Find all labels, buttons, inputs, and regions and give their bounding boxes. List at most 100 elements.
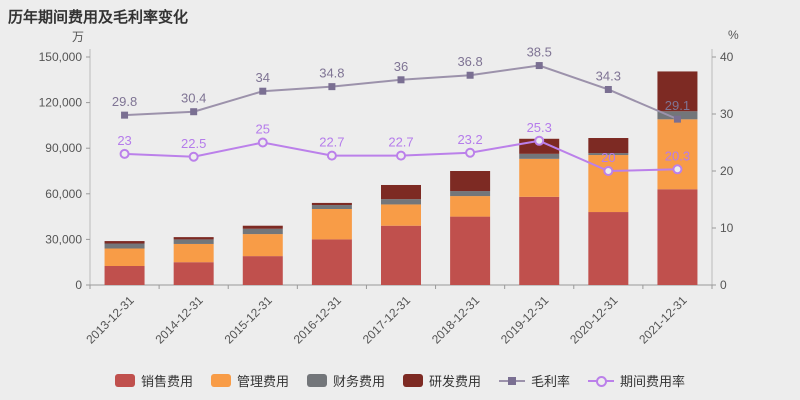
bar-segment-研发费用[interactable] — [657, 71, 698, 112]
data-label-毛利率: 29.1 — [665, 98, 690, 113]
bar-segment-研发费用[interactable] — [450, 171, 491, 192]
bar-segment-研发费用[interactable] — [381, 184, 421, 200]
chart-title: 历年期间费用及毛利率变化 — [8, 9, 189, 26]
bar-segment-财务费用[interactable] — [173, 239, 214, 244]
bar-segment-销售费用[interactable] — [519, 196, 560, 285]
legend-item-4[interactable]: 毛利率 — [499, 371, 570, 390]
bar-segment-销售费用[interactable] — [173, 262, 214, 285]
bar-segment-销售费用[interactable] — [381, 225, 421, 285]
legend-label: 销售费用 — [140, 374, 193, 389]
line-point-毛利率[interactable] — [328, 83, 336, 91]
bar-segment-销售费用[interactable] — [242, 256, 283, 285]
line-point-期间费用率[interactable] — [326, 150, 337, 161]
right-axis-tick-label: 40 — [720, 50, 734, 64]
right-axis-unit-label: % — [728, 28, 739, 42]
x-axis-category-label: 2017-12-31 — [360, 293, 414, 347]
line-point-期间费用率[interactable] — [188, 151, 199, 162]
bar-segment-管理费用[interactable] — [450, 196, 491, 217]
x-axis-category-label: 2021-12-31 — [636, 293, 690, 347]
legend-swatch-2 — [306, 374, 327, 387]
legend-swatch-3 — [403, 374, 423, 387]
right-axis-tick-label: 10 — [720, 221, 734, 235]
line-point-期间费用率[interactable] — [396, 150, 406, 161]
x-axis-category-label: 2019-12-31 — [498, 293, 552, 347]
line-point-期间费用率[interactable] — [257, 137, 268, 148]
x-axis-category-label: 2018-12-31 — [429, 293, 483, 347]
legend-label: 研发费用 — [429, 374, 482, 389]
right-axis-tick-label: 30 — [720, 107, 734, 121]
data-label-期间费用率: 20 — [601, 150, 615, 165]
data-label-毛利率: 34.3 — [596, 68, 621, 83]
data-label-毛利率: 36.8 — [457, 54, 482, 69]
line-point-毛利率[interactable] — [535, 62, 543, 70]
bar-segment-研发费用[interactable] — [311, 202, 352, 206]
legend-item-0[interactable]: 销售费用 — [114, 371, 193, 390]
line-point-毛利率[interactable] — [121, 111, 129, 119]
data-label-毛利率: 38.5 — [527, 45, 552, 60]
left-axis-tick-label: 150,000 — [39, 50, 83, 64]
line-point-期间费用率[interactable] — [119, 148, 130, 159]
line-point-毛利率[interactable] — [397, 76, 405, 84]
data-label-期间费用率: 25 — [256, 122, 270, 137]
bar-segment-管理费用[interactable] — [381, 204, 421, 226]
legend-item-5[interactable]: 期间费用率 — [588, 371, 685, 390]
bar-segment-销售费用[interactable] — [104, 266, 145, 285]
bar-segment-管理费用[interactable] — [242, 234, 283, 257]
line-point-毛利率[interactable] — [466, 71, 474, 79]
legend-swatch-4 — [499, 374, 526, 387]
left-axis-tick-label: 30,000 — [45, 232, 82, 246]
line-point-期间费用率[interactable] — [465, 147, 476, 158]
bar-segment-销售费用[interactable] — [657, 189, 698, 285]
bar-segment-财务费用[interactable] — [519, 153, 560, 159]
x-axis-category-label: 2013-12-31 — [83, 293, 137, 347]
legend-item-2[interactable]: 财务费用 — [306, 371, 385, 390]
bar-segment-研发费用[interactable] — [242, 225, 283, 229]
bar-segment-销售费用[interactable] — [311, 239, 352, 285]
bar-segment-财务费用[interactable] — [104, 243, 145, 249]
left-axis-tick-label: 120,000 — [39, 96, 83, 110]
bar-segment-管理费用[interactable] — [519, 158, 560, 197]
data-label-期间费用率: 23.2 — [457, 132, 482, 147]
bar-segment-研发费用[interactable] — [104, 241, 145, 244]
legend-label: 期间费用率 — [620, 374, 686, 389]
data-label-期间费用率: 22.7 — [388, 135, 413, 150]
line-point-毛利率[interactable] — [673, 115, 681, 123]
line-point-期间费用率[interactable] — [534, 135, 545, 146]
data-label-期间费用率: 25.3 — [527, 120, 552, 135]
bar-segment-财务费用[interactable] — [657, 111, 698, 120]
legend-label: 财务费用 — [332, 374, 385, 389]
line-point-毛利率[interactable] — [259, 87, 267, 95]
line-point-期间费用率[interactable] — [672, 164, 683, 175]
bar-segment-财务费用[interactable] — [311, 205, 352, 209]
bar-segment-管理费用[interactable] — [173, 243, 214, 263]
bar-segment-管理费用[interactable] — [311, 209, 352, 240]
legend-label: 管理费用 — [236, 374, 289, 389]
bar-segment-销售费用[interactable] — [450, 216, 491, 285]
bar-segment-管理费用[interactable] — [104, 248, 145, 266]
data-label-毛利率: 34 — [256, 70, 270, 85]
legend-item-3[interactable]: 研发费用 — [403, 371, 481, 390]
x-axis-category-label: 2015-12-31 — [222, 293, 276, 347]
left-axis-tick-label: 60,000 — [45, 187, 82, 201]
data-label-毛利率: 36 — [394, 59, 408, 74]
bar-segment-销售费用[interactable] — [588, 212, 629, 285]
data-label-期间费用率: 23 — [117, 133, 131, 148]
data-label-期间费用率: 22.7 — [319, 135, 344, 150]
bar-segment-管理费用[interactable] — [657, 119, 698, 190]
legend-item-1[interactable]: 管理费用 — [210, 371, 289, 390]
bar-segment-研发费用[interactable] — [173, 237, 214, 240]
bar-segment-财务费用[interactable] — [242, 228, 283, 235]
bar-segment-财务费用[interactable] — [381, 199, 421, 205]
bar-segment-财务费用[interactable] — [588, 153, 629, 156]
line-point-期间费用率[interactable] — [603, 166, 614, 176]
right-axis-tick-label: 20 — [720, 164, 734, 178]
right-axis-tick-label: 0 — [720, 278, 727, 292]
line-point-毛利率[interactable] — [604, 85, 612, 93]
data-label-期间费用率: 22.5 — [181, 136, 206, 151]
bar-segment-研发费用[interactable] — [588, 138, 629, 154]
line-point-毛利率[interactable] — [190, 108, 198, 116]
legend-swatch-0 — [114, 374, 135, 387]
bar-segment-财务费用[interactable] — [450, 191, 491, 197]
left-axis-unit-label: 万 — [72, 30, 85, 44]
